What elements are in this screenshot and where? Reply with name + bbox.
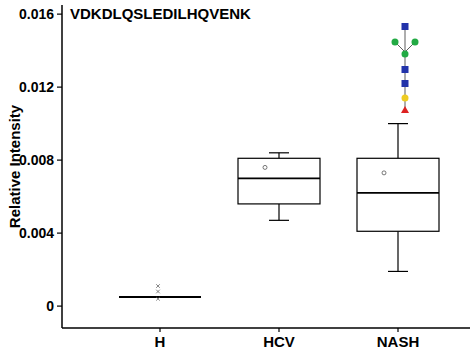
glycan-square <box>402 66 409 73</box>
box <box>357 158 439 231</box>
title: VDKDLQSLEDILHQVENK <box>70 5 251 22</box>
whisker-cap-low <box>269 220 289 221</box>
y-tick <box>57 233 62 234</box>
y-tick <box>57 87 62 88</box>
y-tick-label: 0.016 <box>19 6 54 22</box>
whisker-high <box>278 153 279 158</box>
x-axis <box>62 327 470 329</box>
x-tick-label: H <box>155 333 166 350</box>
whisker-high <box>397 124 398 159</box>
median <box>357 192 439 194</box>
glycan-circle <box>402 51 409 58</box>
whisker-low <box>397 231 398 271</box>
median <box>119 296 201 298</box>
glycan-circle <box>392 39 399 46</box>
median <box>238 177 320 179</box>
y-tick <box>57 160 62 161</box>
y-tick-label: 0 <box>46 298 54 314</box>
glycan-circle <box>402 95 409 102</box>
mean <box>263 165 267 169</box>
chart: 0 0.004 0.008 0.012 0.016 Relative Intensity V… <box>0 0 474 352</box>
point <box>156 290 160 294</box>
glycan-triangle <box>401 106 409 113</box>
y-axis-label: Relative Intensity <box>6 104 23 228</box>
glycan-icon <box>392 23 419 113</box>
y-tick-label: 0.008 <box>19 152 54 168</box>
x-tick <box>159 328 160 332</box>
mean <box>382 171 386 175</box>
x-tick <box>278 328 279 332</box>
glycan-circle <box>412 39 419 46</box>
x-tick <box>397 328 398 332</box>
y-tick <box>57 306 62 307</box>
y-axis <box>61 5 63 328</box>
whisker-low <box>278 204 279 220</box>
point <box>156 284 160 288</box>
y-tick-label: 0.004 <box>19 225 54 241</box>
box <box>119 296 201 297</box>
y-tick-label: 0.012 <box>19 79 54 95</box>
box <box>238 158 320 204</box>
x-tick-label: HCV <box>263 333 295 350</box>
whisker-cap-high <box>388 123 408 124</box>
x-tick-label: NASH <box>377 333 420 350</box>
boxes <box>119 124 439 301</box>
whisker-cap-low <box>388 271 408 272</box>
whisker-cap-high <box>269 152 289 153</box>
glycan-square <box>402 80 409 87</box>
glycan-square <box>402 23 409 30</box>
y-tick <box>57 14 62 15</box>
point <box>156 297 160 301</box>
